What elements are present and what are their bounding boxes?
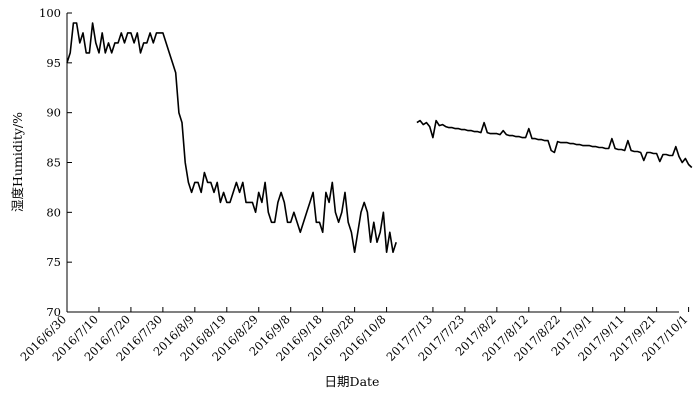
y-tick-label: 75 (46, 255, 61, 269)
x-ticks: 2016/6/302016/7/102016/7/202016/7/302016… (18, 307, 691, 364)
y-tick-label: 80 (46, 205, 61, 219)
y-tick-label: 95 (46, 56, 61, 70)
series-lines (66, 22, 693, 253)
y-tick-label: 90 (46, 106, 61, 120)
axes (66, 13, 679, 313)
y-tick-label: 100 (39, 6, 61, 20)
y-axis-title: 湿度Humidity/% (10, 112, 25, 212)
series-line-2017 (416, 119, 693, 169)
y-ticks: 70 75 80 85 90 95 100 (39, 6, 72, 319)
series-line-2016 (66, 22, 397, 253)
x-axis-title: 日期Date (325, 374, 380, 389)
y-tick-label: 70 (46, 305, 61, 319)
y-tick-label: 85 (46, 156, 61, 170)
